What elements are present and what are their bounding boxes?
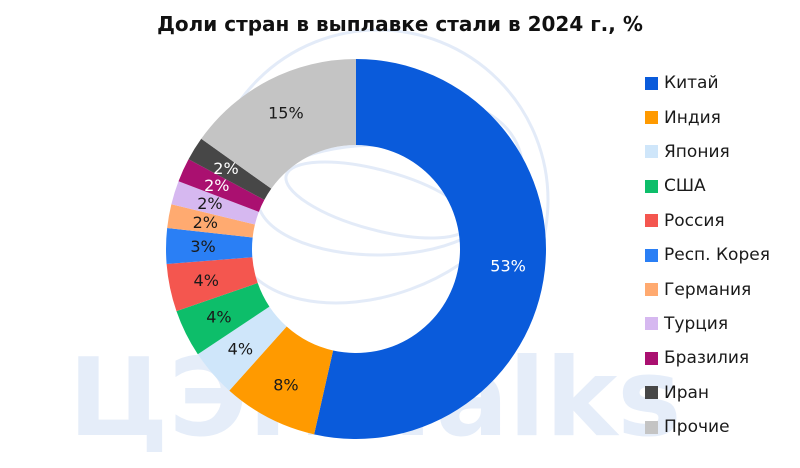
slice-label-0: 53% <box>490 256 526 275</box>
legend-item-6: Германия <box>645 272 795 306</box>
slice-label-5: 3% <box>190 237 215 256</box>
slice-label-6: 2% <box>193 213 218 232</box>
legend-label: Респ. Корея <box>664 245 770 266</box>
legend-item-2: Япония <box>645 135 795 169</box>
slice-label-8: 2% <box>204 176 229 195</box>
donut-slice-6 <box>167 204 255 238</box>
legend-label: Япония <box>664 141 730 162</box>
chart-legend: Китай Индия Япония США Россия Респ. Корея Герм… <box>645 66 795 444</box>
donut-slice-7 <box>171 181 259 225</box>
legend-swatch <box>645 351 658 365</box>
legend-swatch <box>645 76 658 90</box>
legend-label: Индия <box>664 107 721 128</box>
donut-slice-8 <box>178 159 265 212</box>
legend-item-1: Индия <box>645 100 795 134</box>
legend-item-0: Китай <box>645 66 795 100</box>
slice-label-1: 8% <box>273 375 298 394</box>
legend-label: Турция <box>664 313 729 334</box>
legend-label: Прочие <box>664 417 730 438</box>
slice-label-7: 2% <box>197 194 222 213</box>
legend-swatch <box>645 214 658 228</box>
legend-swatch <box>645 111 658 125</box>
legend-label: Иран <box>664 382 710 403</box>
slice-label-9: 2% <box>213 159 238 178</box>
legend-swatch <box>645 283 658 297</box>
legend-label: Бразилия <box>664 348 750 369</box>
donut-slice-9 <box>188 138 272 200</box>
legend-item-10: Прочие <box>645 410 795 444</box>
donut-slice-5 <box>166 227 253 265</box>
donut-slice-1 <box>229 326 334 435</box>
slice-label-10: 15% <box>268 104 304 123</box>
legend-item-4: Россия <box>645 204 795 238</box>
legend-swatch <box>645 317 658 331</box>
legend-label: Германия <box>664 279 752 300</box>
donut-slice-10 <box>201 59 356 189</box>
donut-slice-3 <box>176 283 270 355</box>
slice-label-4: 4% <box>194 271 219 290</box>
chart-title: Доли стран в выплавке стали в 2024 г., % <box>157 12 643 36</box>
legend-swatch <box>645 179 658 193</box>
legend-swatch <box>645 420 658 434</box>
legend-label: Россия <box>664 210 725 231</box>
legend-item-5: Респ. Корея <box>645 238 795 272</box>
donut-slice-4 <box>166 257 258 312</box>
donut-slice-2 <box>197 306 287 391</box>
legend-item-8: Бразилия <box>645 341 795 375</box>
legend-swatch <box>645 145 658 159</box>
legend-item-3: США <box>645 169 795 203</box>
slice-label-2: 4% <box>228 340 253 359</box>
legend-item-9: Иран <box>645 376 795 410</box>
legend-label: Китай <box>664 73 719 94</box>
legend-label: США <box>664 176 706 197</box>
slice-label-3: 4% <box>206 307 231 326</box>
donut-slice-0 <box>314 59 547 440</box>
legend-swatch <box>645 386 658 400</box>
legend-item-7: Турция <box>645 307 795 341</box>
legend-swatch <box>645 248 658 262</box>
